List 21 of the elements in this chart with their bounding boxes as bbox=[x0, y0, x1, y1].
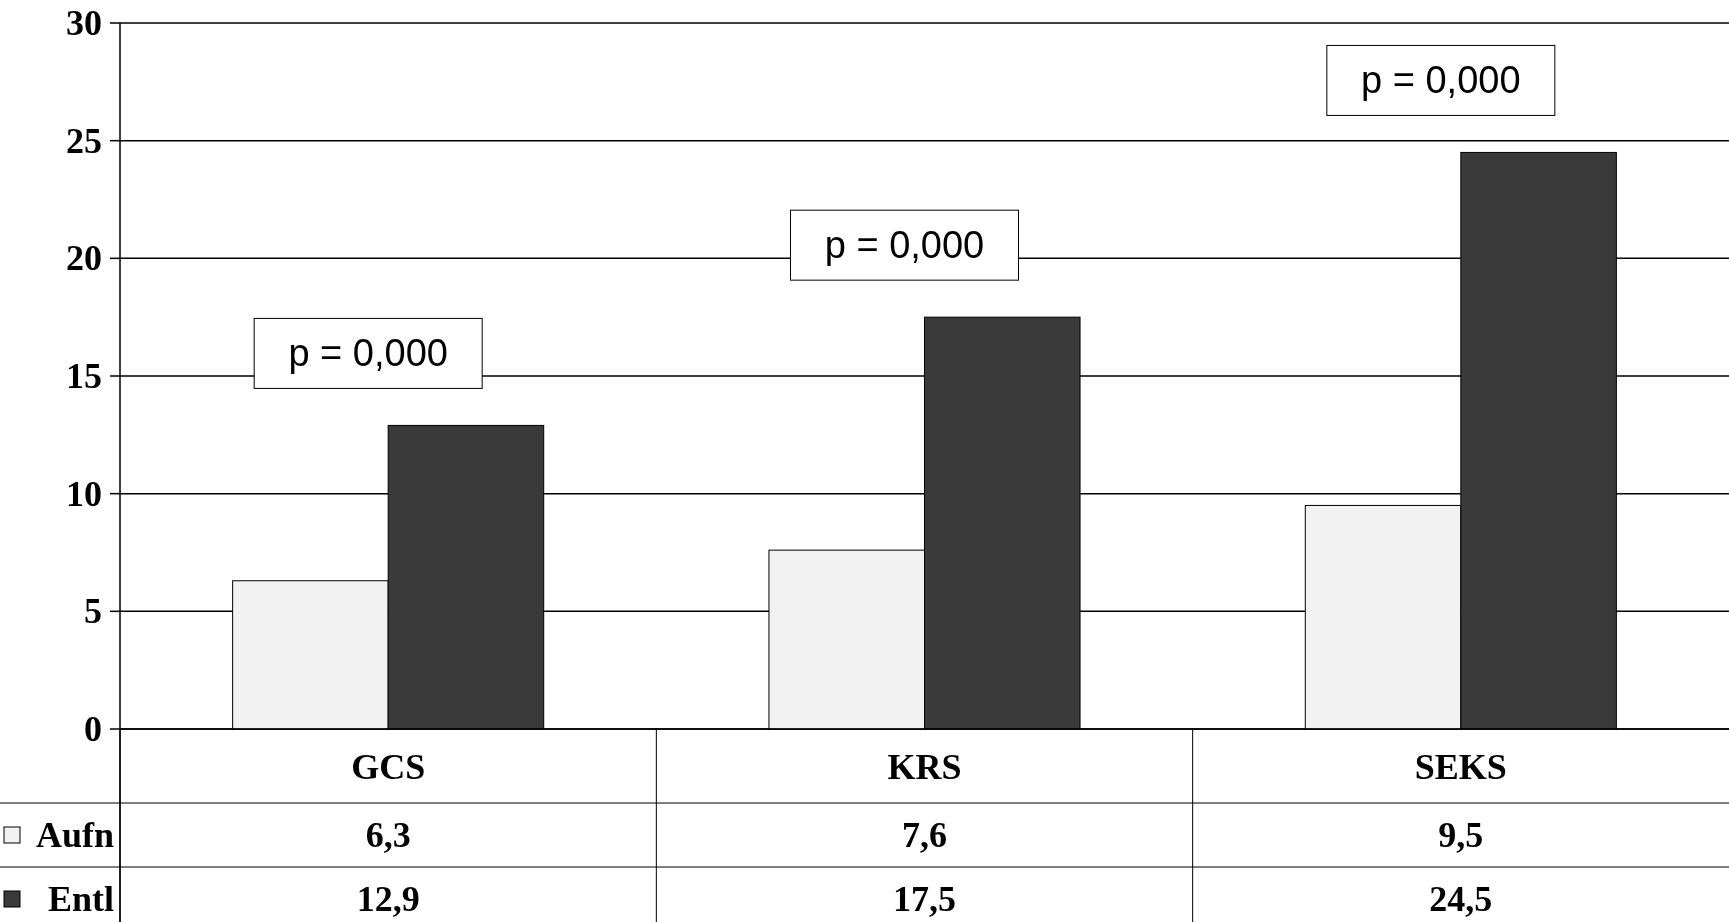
x-tick-label: KRS bbox=[887, 747, 962, 787]
y-tick-label: 25 bbox=[66, 120, 102, 161]
annotation: p = 0,000 bbox=[824, 224, 985, 267]
y-tick-label: 10 bbox=[66, 473, 102, 514]
y-tick-label: 15 bbox=[66, 356, 102, 396]
y-tick-label: 5 bbox=[84, 591, 102, 632]
y-tick-label: 0 bbox=[84, 709, 102, 749]
legend-label: Entl bbox=[47, 879, 114, 919]
data-label: 7,6 bbox=[902, 815, 947, 855]
y-tick-label: 30 bbox=[66, 3, 102, 43]
annotation: p = 0,000 bbox=[1361, 59, 1521, 102]
data-label: 24,5 bbox=[1429, 879, 1493, 919]
data-label: 9,5 bbox=[1438, 815, 1484, 855]
data-label: 12,9 bbox=[356, 879, 420, 919]
data-label: 17,5 bbox=[893, 879, 956, 919]
y-tick-label: 20 bbox=[66, 238, 102, 279]
x-tick-label: SEKS bbox=[1414, 747, 1507, 787]
annotation: p = 0,000 bbox=[288, 332, 448, 375]
data-label: 6,3 bbox=[365, 815, 411, 855]
legend-label: Aufn bbox=[35, 815, 114, 855]
x-tick-label: GCS bbox=[351, 747, 426, 787]
